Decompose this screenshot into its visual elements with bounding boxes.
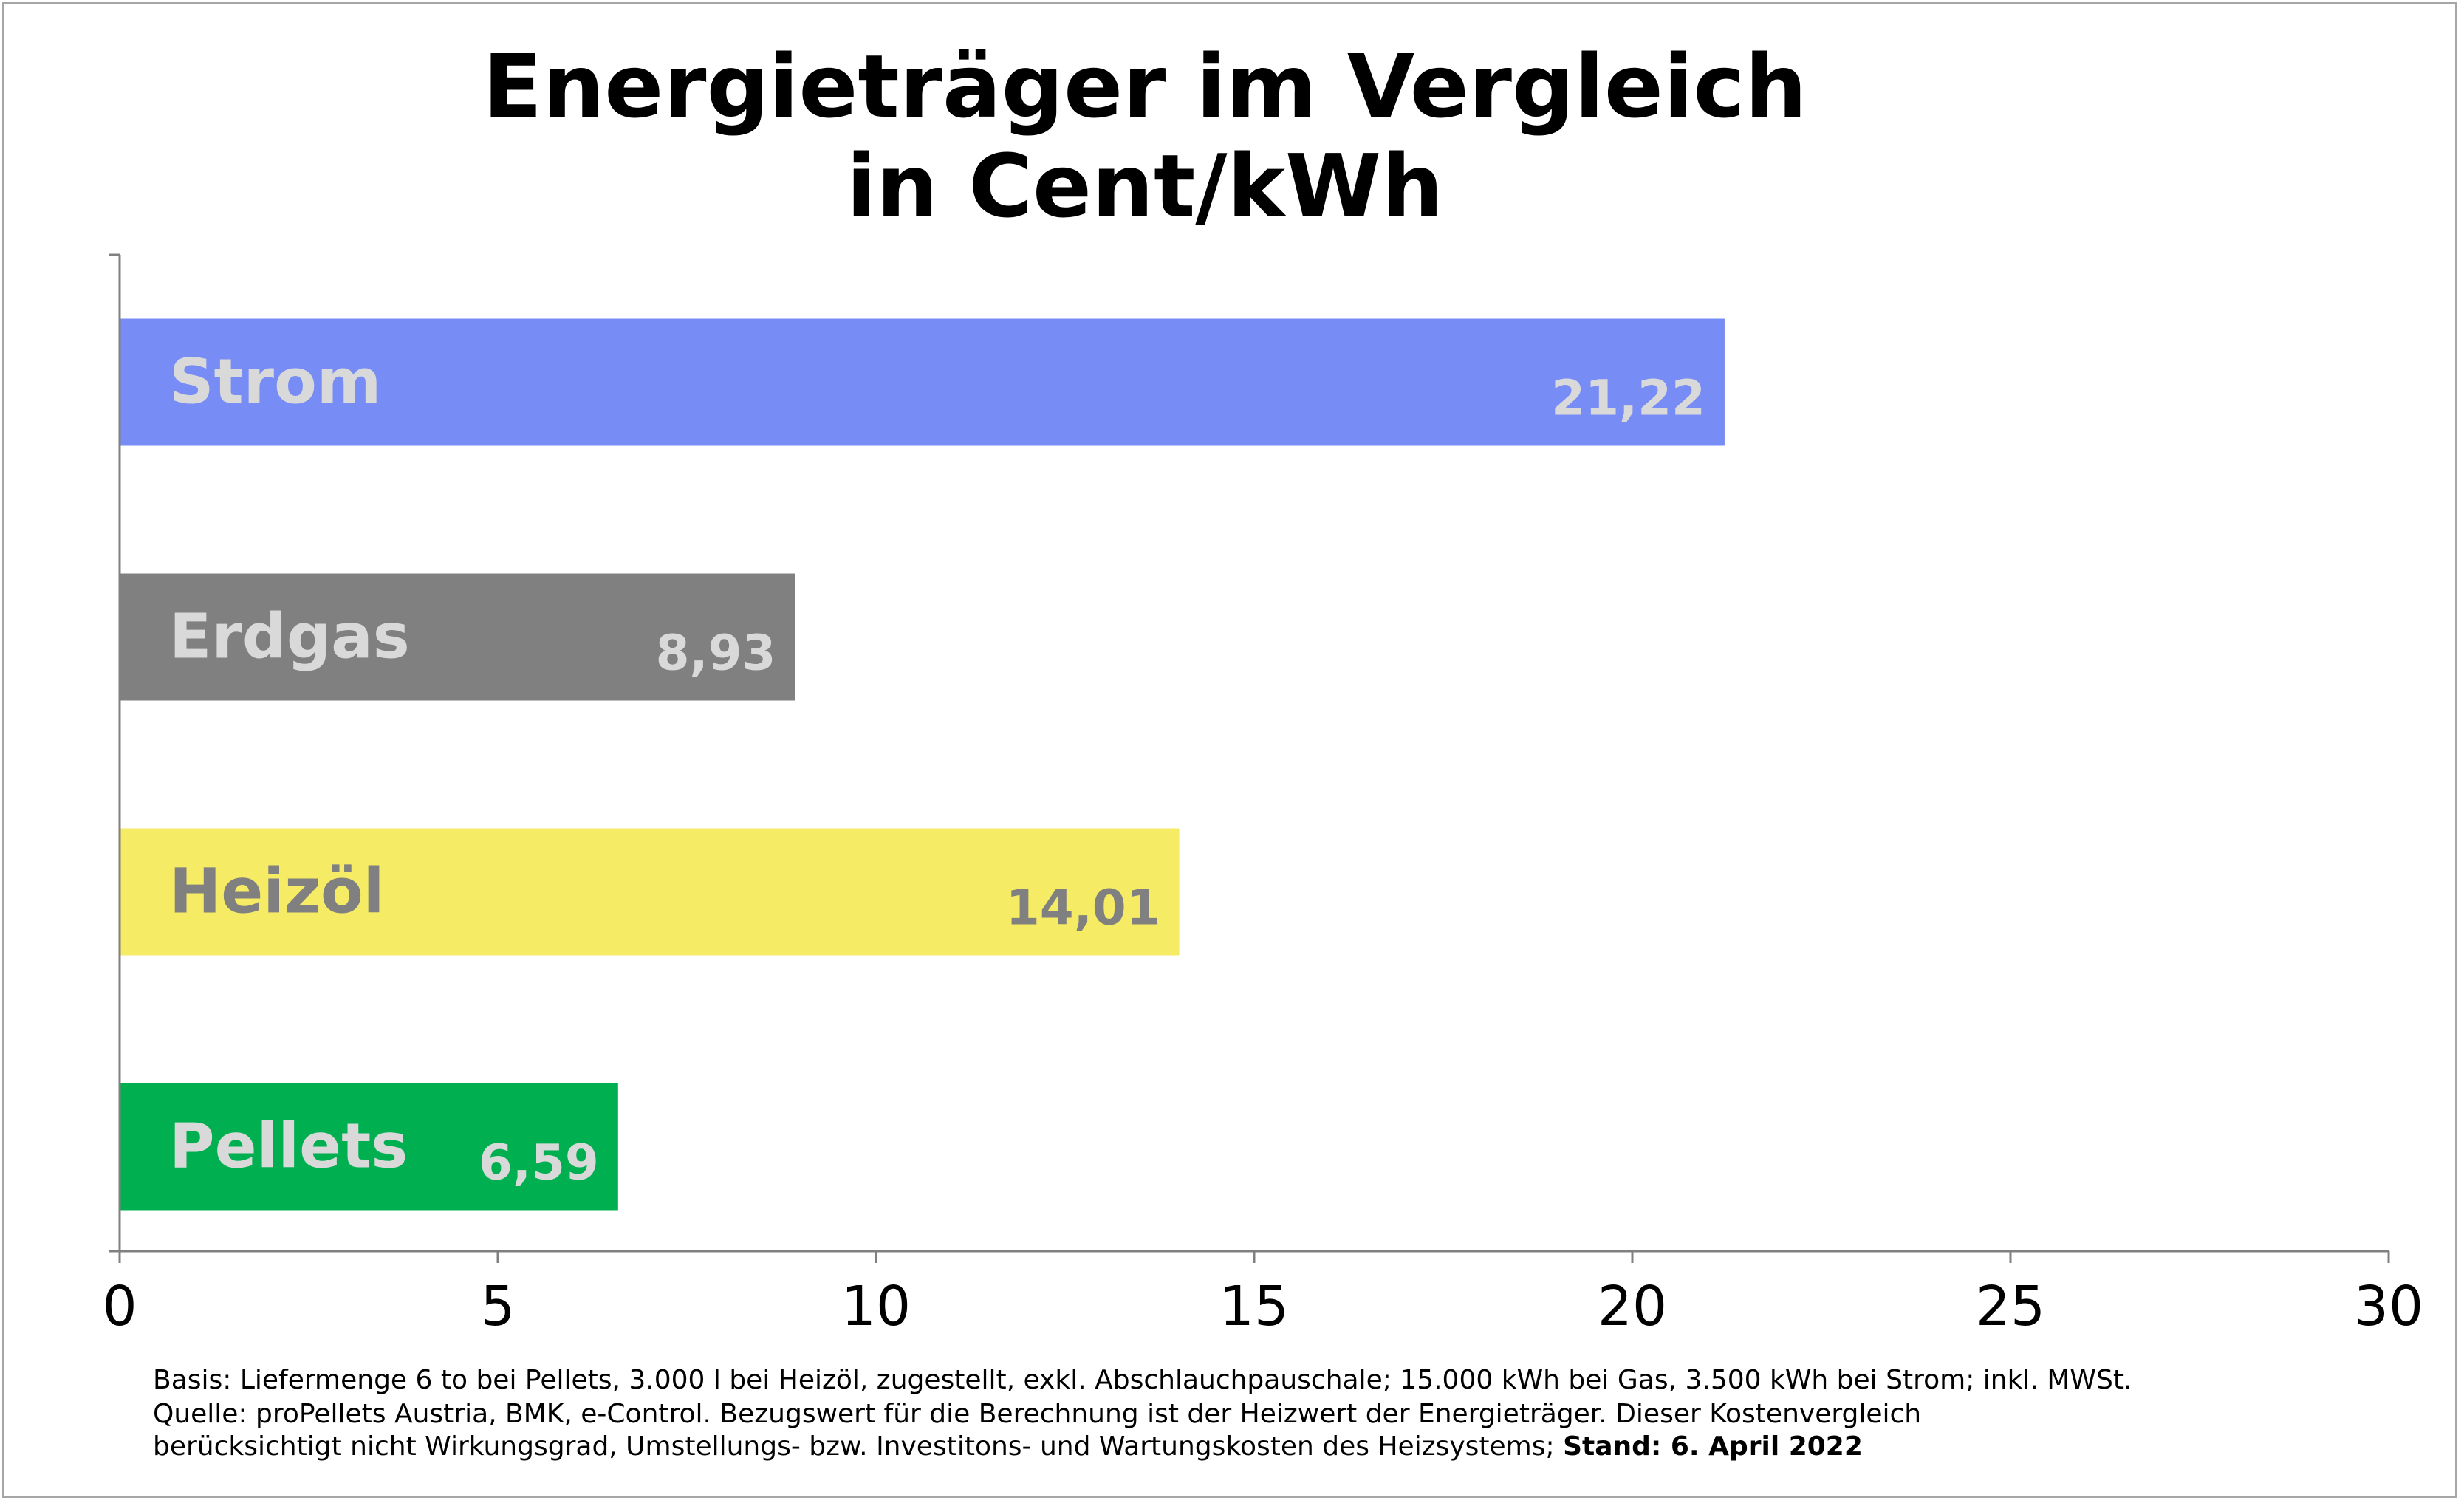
footnote-disclaimer-text: berücksichtigt nicht Wirkungsgrad, Umste… — [153, 1431, 1564, 1462]
bar-pellets — [120, 1083, 618, 1211]
footnote-date: Stand: 6. April 2022 — [1563, 1431, 1863, 1462]
bar-erdgas — [120, 573, 795, 701]
bar-category-label: Erdgas — [169, 600, 410, 673]
bar-value-label: 14,01 — [1006, 880, 1160, 937]
x-tick-label: 20 — [1598, 1275, 1667, 1338]
chart-title-line-2: in Cent/kWh — [846, 135, 1444, 237]
bar-category-label: Heizöl — [169, 855, 384, 928]
bar-value-label: 21,22 — [1551, 370, 1705, 427]
x-tick-label: 25 — [1976, 1275, 2045, 1338]
bar-value-label: 8,93 — [656, 625, 776, 682]
chart-title-line-1: Energieträger im Vergleich — [482, 35, 1807, 137]
footnote-source: Quelle: proPellets Austria, BMK, e-Contr… — [153, 1399, 1922, 1429]
footnote-disclaimer: berücksichtigt nicht Wirkungsgrad, Umste… — [153, 1434, 1863, 1460]
footnote-basis: Basis: Liefermenge 6 to bei Pellets, 3.0… — [153, 1365, 2132, 1395]
bar-category-label: Strom — [169, 346, 381, 418]
x-tick-label: 10 — [841, 1275, 911, 1338]
bar-category-label: Pellets — [169, 1110, 408, 1182]
x-axis: 0 5 10 15 20 25 30 — [102, 253, 2423, 1338]
x-tick-label: 30 — [2354, 1275, 2423, 1338]
bar-heiz-l — [120, 828, 1180, 956]
x-tick-label: 5 — [480, 1275, 515, 1338]
x-tick-label: 0 — [102, 1275, 137, 1338]
bar-value-label: 6,59 — [479, 1134, 599, 1191]
bar-strom — [120, 318, 1725, 446]
x-tick-label: 15 — [1219, 1275, 1289, 1338]
bars-layer: Strom 21,22 Erdgas 8,93 Heizöl 14,01 Pellets 6,… — [120, 318, 1725, 1211]
